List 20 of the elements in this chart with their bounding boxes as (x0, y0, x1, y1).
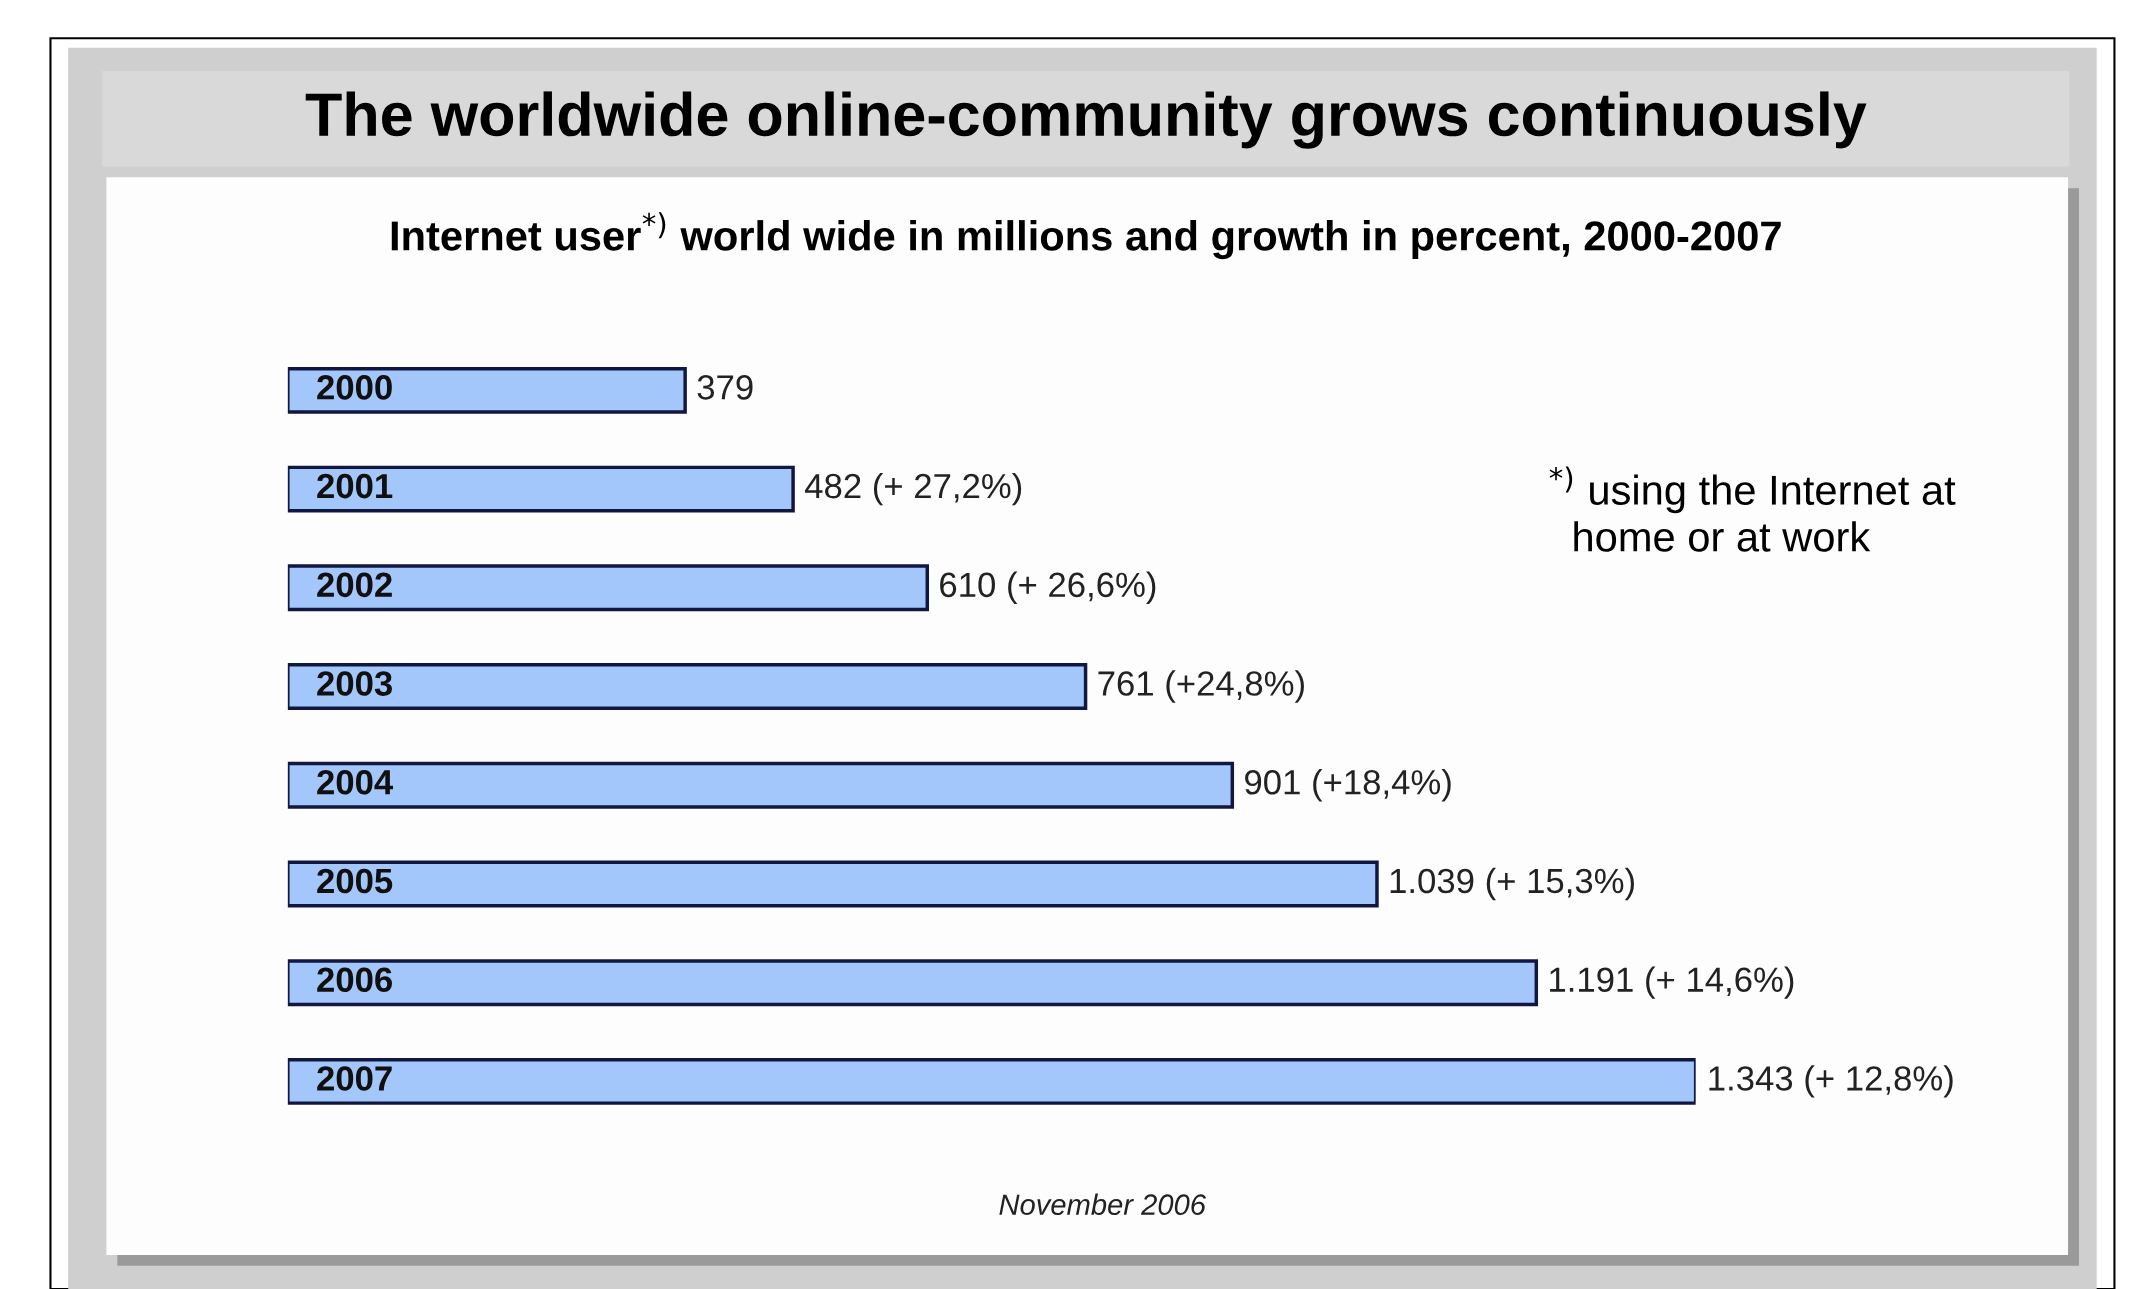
y-tick-label: 2000 (317, 375, 392, 400)
data-label: 1.343 (+ 12,8%) (1709, 1065, 1953, 1098)
data-label: 610 (+ 26,6%) (940, 571, 1156, 604)
y-tick-label: 2001 (317, 473, 393, 499)
data-label: 1.191 (+ 14,6%) (1550, 966, 1794, 999)
y-tick-label: 2002 (317, 572, 392, 598)
data-label: 761 (+24,8%) (1098, 670, 1304, 703)
data-label: 379 (697, 375, 753, 400)
y-tick-label: 2006 (317, 967, 392, 993)
data-label: 901 (+18,4%) (1245, 769, 1451, 802)
annotation: $^{*)}$ using the Internet at home or at work (1549, 466, 1956, 552)
text: November 2006 (999, 1193, 1207, 1215)
y-tick-label: 2007 (317, 1066, 392, 1091)
data-label: 482 (+ 27,2%) (805, 472, 1022, 506)
y-tick-label: 2004 (317, 769, 394, 795)
data-label: 1.039 (+ 15,3%) (1390, 867, 1634, 901)
y-tick-label: 2005 (317, 868, 393, 894)
chart-title: The worldwide online-community grows continuously (305, 91, 1867, 149)
chart-subtitle: Internet user$^{*)}$ world wide in millions and growth in percent, 2000-2007 (391, 212, 1781, 260)
y-tick-label: 2003 (317, 671, 392, 696)
